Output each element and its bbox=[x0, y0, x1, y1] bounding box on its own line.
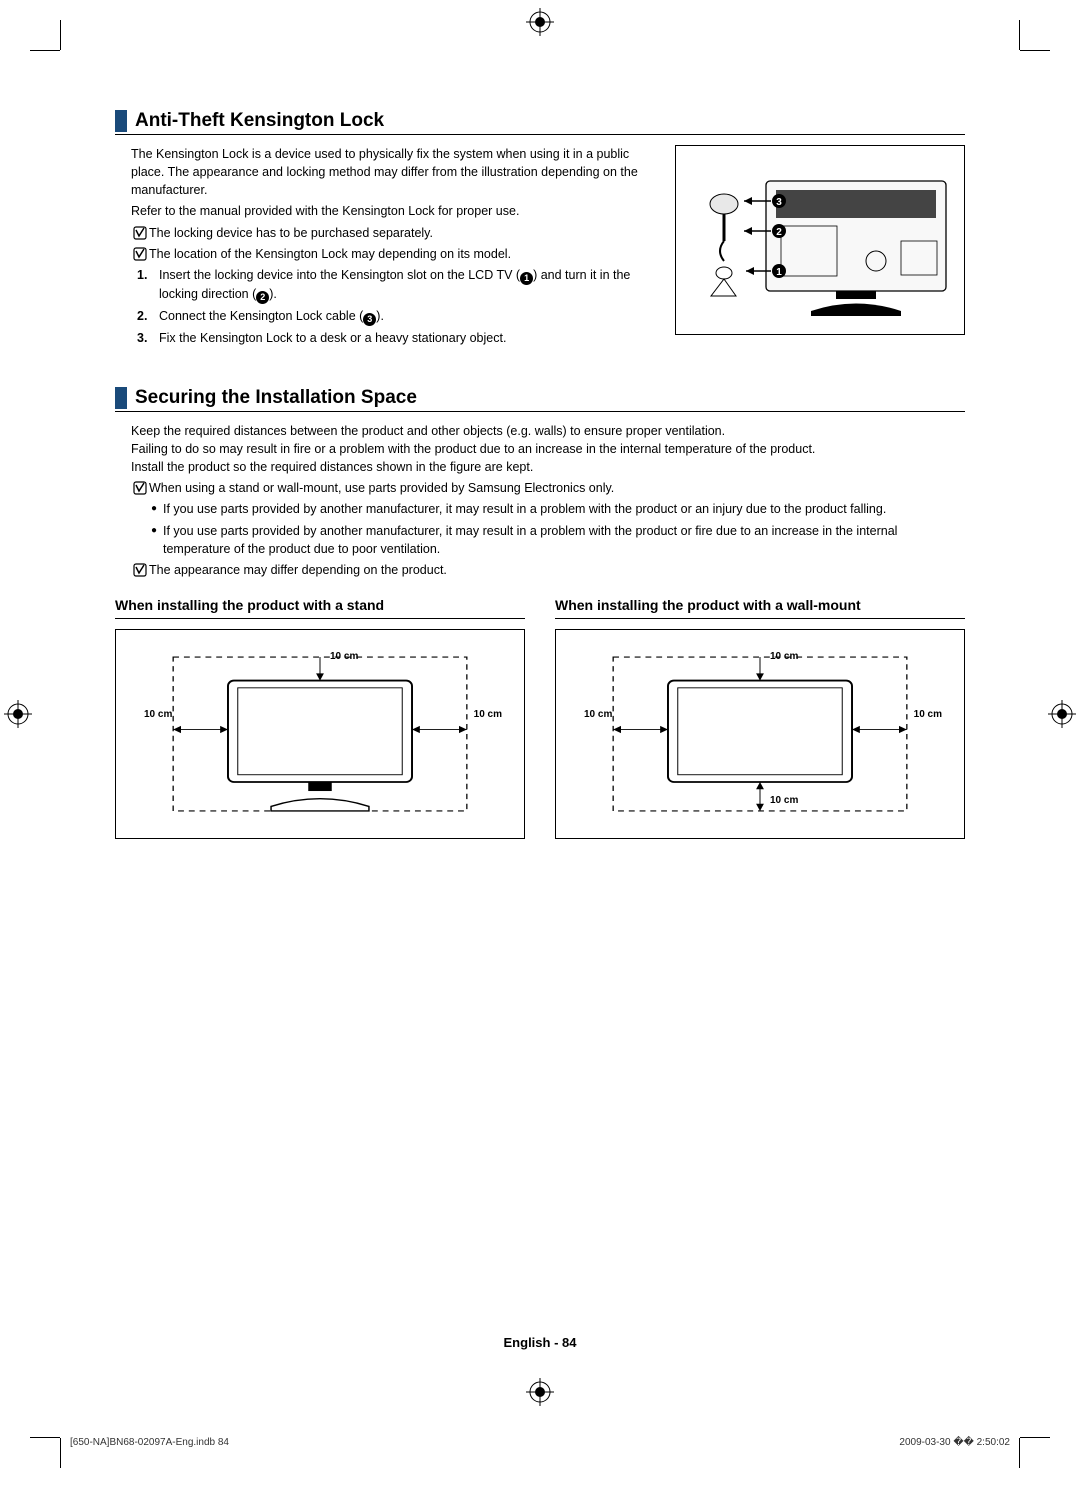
lbl-left: 10 cm bbox=[144, 708, 172, 723]
section-2-heading: Securing the Installation Space bbox=[135, 387, 417, 409]
step-num: 1. bbox=[131, 266, 159, 304]
section-1-heading: Anti-Theft Kensington Lock bbox=[135, 110, 384, 132]
s2-note-2: The appearance may differ depending on t… bbox=[149, 561, 965, 579]
right-col-title: When installing the product with a wall-… bbox=[555, 595, 965, 619]
s2-bullet-2: If you use parts provided by another man… bbox=[163, 522, 965, 558]
step-num: 2. bbox=[131, 307, 159, 326]
registration-mark-top bbox=[526, 8, 554, 36]
lbl-right: 10 cm bbox=[914, 708, 942, 723]
s2-bullet-1: If you use parts provided by another man… bbox=[163, 500, 965, 518]
left-col-title: When installing the product with a stand bbox=[115, 595, 525, 619]
note-icon bbox=[131, 224, 149, 242]
note-icon bbox=[131, 479, 149, 497]
lbl-right: 10 cm bbox=[474, 708, 502, 723]
s1-note-2: The location of the Kensington Lock may … bbox=[149, 245, 657, 263]
section-2-title: Securing the Installation Space bbox=[115, 387, 965, 412]
step-2-text: Connect the Kensington Lock cable (3). bbox=[159, 307, 657, 326]
bullet-icon: ● bbox=[145, 522, 163, 558]
s2-p1: Keep the required distances between the … bbox=[115, 422, 965, 440]
registration-mark-bottom bbox=[526, 1378, 554, 1406]
lbl-left: 10 cm bbox=[584, 708, 612, 723]
date-footer: 2009-03-30 �� 2:50:02 bbox=[899, 1437, 1010, 1448]
svg-text:2: 2 bbox=[776, 227, 782, 238]
s2-note-1: When using a stand or wall-mount, use pa… bbox=[149, 479, 965, 497]
stand-figure: 10 cm 10 cm 10 cm bbox=[115, 629, 525, 839]
page-footer: English - 84 bbox=[0, 1335, 1080, 1350]
section-1-title: Anti-Theft Kensington Lock bbox=[115, 110, 965, 135]
lbl-top: 10 cm bbox=[330, 650, 358, 665]
s1-note-1: The locking device has to be purchased s… bbox=[149, 224, 657, 242]
registration-mark-left bbox=[4, 700, 32, 728]
registration-mark-right bbox=[1048, 700, 1076, 728]
step-3-text: Fix the Kensington Lock to a desk or a h… bbox=[159, 329, 657, 347]
file-footer: [650-NA]BN68-02097A-Eng.indb 84 bbox=[70, 1437, 229, 1448]
lbl-top: 10 cm bbox=[770, 650, 798, 665]
step-num: 3. bbox=[131, 329, 159, 347]
svg-text:1: 1 bbox=[776, 267, 782, 278]
s2-p2: Failing to do so may result in fire or a… bbox=[115, 440, 965, 458]
step-1-text: Insert the locking device into the Kensi… bbox=[159, 266, 657, 304]
lbl-bottom: 10 cm bbox=[770, 794, 798, 809]
note-icon bbox=[131, 245, 149, 263]
svg-text:3: 3 bbox=[776, 197, 782, 208]
wallmount-figure: 10 cm 10 cm 10 cm 10 cm bbox=[555, 629, 965, 839]
s1-p2: Refer to the manual provided with the Ke… bbox=[115, 202, 657, 220]
note-icon bbox=[131, 561, 149, 579]
s1-p1: The Kensington Lock is a device used to … bbox=[115, 145, 657, 199]
kensington-figure: 3 2 1 bbox=[675, 145, 965, 335]
bullet-icon: ● bbox=[145, 500, 163, 518]
s2-p3: Install the product so the required dist… bbox=[115, 458, 965, 476]
